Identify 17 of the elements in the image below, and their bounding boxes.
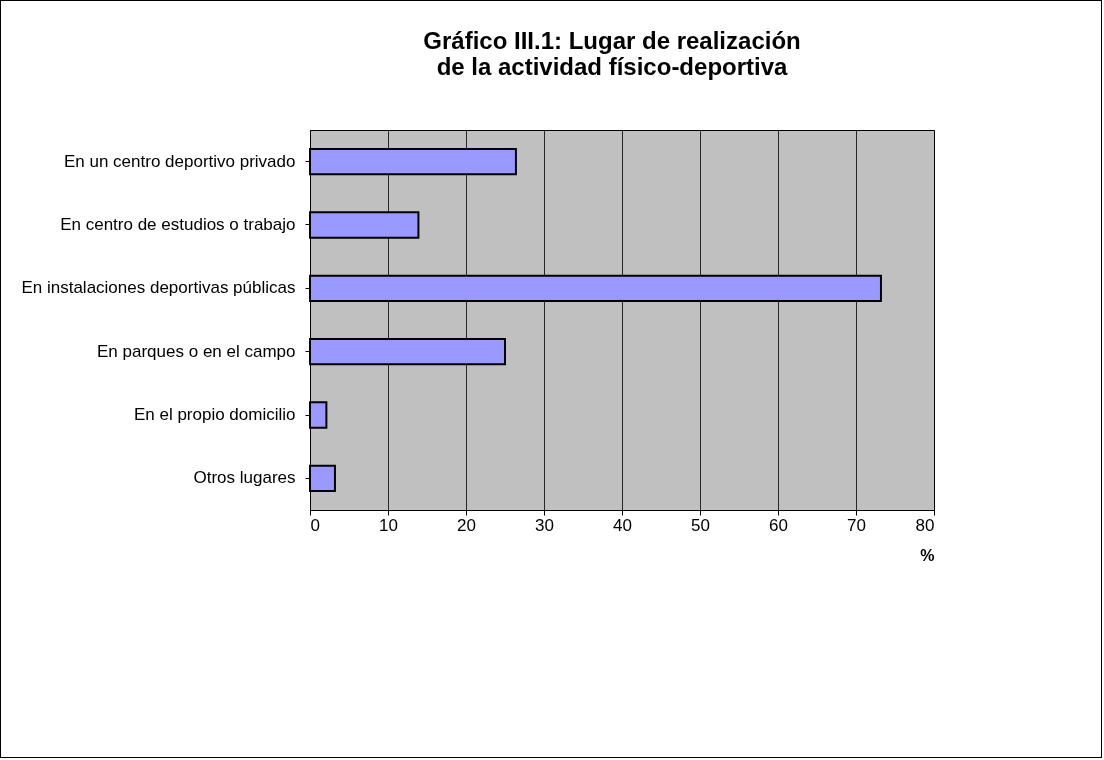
y-tick-label: En parques o en el campo [97, 341, 296, 361]
y-tick-label: En el propio domicilio [133, 405, 296, 424]
y-tick-label: En instalaciones deportivas públicas [21, 278, 296, 298]
x-tick-label: 50 [691, 515, 710, 535]
x-tick-label: 30 [535, 515, 554, 535]
x-tick-label: 0 [310, 515, 320, 535]
x-axis-title: % [920, 546, 935, 564]
x-tick-label: 10 [379, 515, 398, 535]
y-tick-label: En centro de estudios o trabajo [60, 215, 296, 234]
x-tick-label: 60 [769, 515, 788, 535]
chart-title: Gráfico III.1: Lugar de realización de la actividad físico-deportiva [423, 27, 801, 80]
x-tick-label: 70 [847, 515, 866, 535]
x-tick-label: 80 [915, 515, 935, 535]
x-tick-label: 40 [613, 515, 632, 535]
y-tick-label: Otros lugares [193, 468, 296, 488]
x-tick-label: 20 [457, 515, 476, 535]
y-tick-label: En un centro deportivo privado [63, 151, 296, 171]
